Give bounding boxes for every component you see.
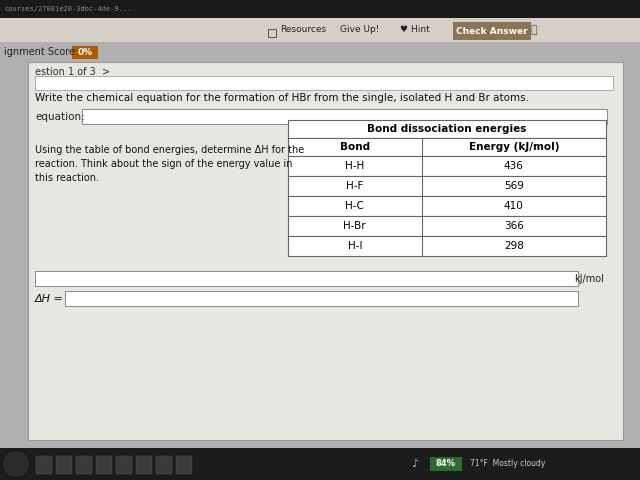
Bar xyxy=(288,120,606,138)
Text: ♪: ♪ xyxy=(412,459,419,469)
Text: 410: 410 xyxy=(504,201,524,211)
Text: 298: 298 xyxy=(504,241,524,251)
Text: equation:: equation: xyxy=(35,112,84,122)
Bar xyxy=(82,109,607,124)
Bar xyxy=(176,456,192,474)
Bar xyxy=(36,456,52,474)
Bar xyxy=(96,456,112,474)
Bar xyxy=(116,456,132,474)
Text: 84%: 84% xyxy=(436,459,456,468)
Text: H-I: H-I xyxy=(348,241,362,251)
Text: Energy (kJ/mol): Energy (kJ/mol) xyxy=(468,142,559,152)
Bar xyxy=(0,18,640,42)
Text: kJ/mol: kJ/mol xyxy=(574,274,604,284)
Text: Write the chemical equation for the formation of HBr from the single, isolated H: Write the chemical equation for the form… xyxy=(35,93,529,103)
Text: 436: 436 xyxy=(504,161,524,171)
Text: Bond dissociation energies: Bond dissociation energies xyxy=(367,124,527,134)
Text: estion 1 of 3  >: estion 1 of 3 > xyxy=(35,67,110,77)
Text: H-F: H-F xyxy=(346,181,364,191)
Bar xyxy=(288,156,606,176)
Bar xyxy=(0,448,640,480)
Bar xyxy=(0,0,640,18)
Bar xyxy=(453,22,531,40)
Text: H-H: H-H xyxy=(345,161,364,171)
Text: this reaction.: this reaction. xyxy=(35,173,99,183)
Text: 0%: 0% xyxy=(77,48,93,57)
Text: ⓘ: ⓘ xyxy=(531,25,538,35)
Bar xyxy=(156,456,172,474)
Text: 366: 366 xyxy=(504,221,524,231)
Text: ΔH =: ΔH = xyxy=(35,293,64,303)
Text: Check Answer: Check Answer xyxy=(456,26,528,36)
Bar xyxy=(76,456,92,474)
Text: Give Up!: Give Up! xyxy=(340,25,380,35)
Bar xyxy=(56,456,72,474)
Text: reaction. Think about the sign of the energy value in: reaction. Think about the sign of the en… xyxy=(35,159,292,169)
Text: 71°F  Mostly cloudy: 71°F Mostly cloudy xyxy=(470,459,545,468)
Bar xyxy=(268,29,276,37)
Text: Resources: Resources xyxy=(280,25,326,35)
Text: courses/27081e20-3dbc-4de-9...: courses/27081e20-3dbc-4de-9... xyxy=(4,6,131,12)
Text: H-Br: H-Br xyxy=(344,221,366,231)
Text: Using the table of bond energies, determine ΔH for the: Using the table of bond energies, determ… xyxy=(35,145,304,155)
Text: Bond: Bond xyxy=(340,142,370,152)
Bar xyxy=(288,176,606,196)
Bar xyxy=(288,236,606,256)
Bar xyxy=(35,271,578,286)
Bar xyxy=(72,46,98,59)
Text: ♥ Hint: ♥ Hint xyxy=(400,25,429,35)
Text: 569: 569 xyxy=(504,181,524,191)
Bar xyxy=(430,457,462,471)
Circle shape xyxy=(4,452,28,476)
Bar xyxy=(35,76,613,90)
Text: ignment Score:: ignment Score: xyxy=(4,47,78,57)
Bar xyxy=(136,456,152,474)
Text: H-C: H-C xyxy=(346,201,364,211)
Bar xyxy=(65,291,578,306)
Bar xyxy=(0,42,640,62)
Bar xyxy=(288,216,606,236)
Bar xyxy=(288,196,606,216)
Bar xyxy=(28,62,623,440)
Bar xyxy=(288,138,606,156)
